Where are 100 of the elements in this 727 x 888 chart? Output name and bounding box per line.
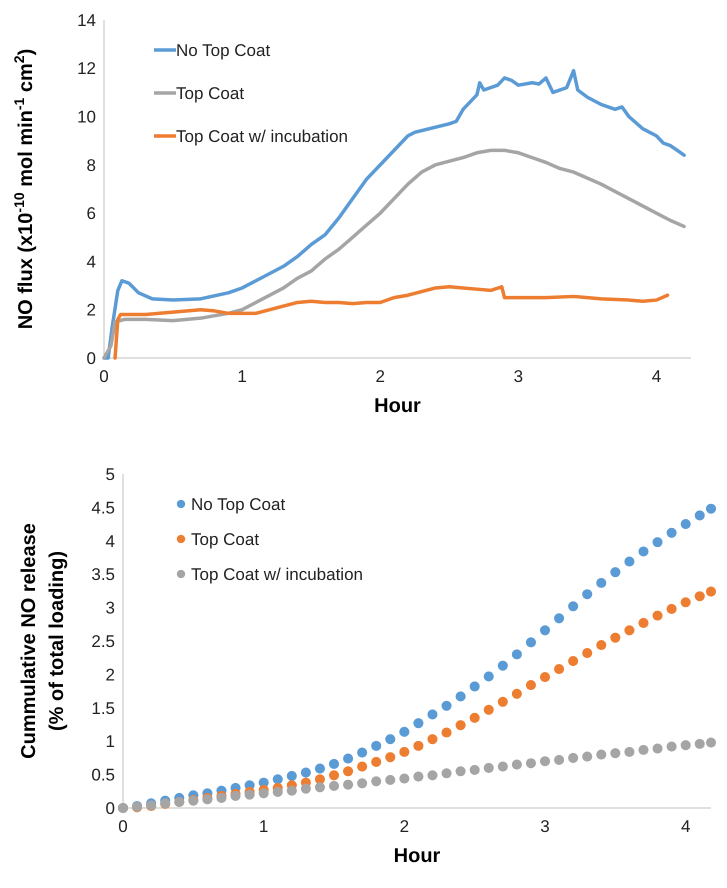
- point: [371, 756, 382, 767]
- point: [498, 696, 508, 707]
- point: [385, 774, 396, 785]
- point: [343, 780, 354, 790]
- x-tick-label: 2: [376, 367, 385, 386]
- point: [484, 762, 494, 773]
- y-axis-title: Cummulative NO release (% of total loading): [18, 523, 68, 759]
- x-axis-title: Hour: [374, 395, 422, 417]
- point: [610, 748, 620, 758]
- point: [343, 766, 354, 776]
- point: [456, 766, 466, 776]
- y-tick-label: 2: [86, 300, 96, 320]
- point: [680, 740, 691, 750]
- point: [441, 768, 452, 778]
- point: [385, 734, 396, 744]
- point: [286, 786, 297, 796]
- point: [652, 744, 663, 754]
- point: [272, 786, 283, 798]
- point: [540, 756, 550, 766]
- point: [357, 762, 368, 772]
- point: [328, 780, 340, 791]
- point: [385, 752, 396, 762]
- point: [666, 528, 677, 538]
- point: [441, 727, 452, 738]
- point: [258, 788, 269, 798]
- legend-label: Top Coat w/ incubation: [191, 564, 363, 584]
- point: [371, 740, 382, 751]
- point: [470, 712, 480, 723]
- point: [526, 758, 536, 768]
- point: [694, 738, 705, 749]
- point: [441, 700, 452, 711]
- point: [680, 519, 691, 530]
- x-tick-label: 2: [400, 817, 410, 836]
- x-tick-label: 3: [540, 817, 550, 836]
- point: [399, 726, 410, 737]
- legend-label: No Top Coat: [191, 494, 286, 514]
- point: [314, 764, 325, 774]
- point: [568, 601, 578, 612]
- point: [427, 770, 438, 780]
- point: [554, 613, 564, 624]
- point: [568, 656, 578, 666]
- point: [470, 681, 480, 692]
- point: [526, 637, 536, 648]
- y-tick-label: 4: [106, 532, 115, 551]
- y-tick-label: 1: [106, 732, 115, 752]
- x-tick-label: 4: [652, 367, 662, 386]
- point: [624, 556, 634, 567]
- line-series: [113, 285, 670, 360]
- point: [694, 591, 705, 602]
- point: [427, 734, 438, 744]
- point: [244, 790, 255, 800]
- x-tick-label: 1: [258, 817, 268, 836]
- point: [399, 774, 410, 784]
- point: [357, 748, 368, 758]
- y-tick-label: 0: [86, 348, 96, 368]
- y-tick-label: 12: [77, 59, 96, 78]
- y-tick-label: 3.5: [91, 565, 115, 584]
- point: [652, 537, 663, 548]
- point: [596, 750, 606, 760]
- x-axis-title: Hour: [394, 845, 441, 867]
- point: [554, 754, 564, 765]
- point: [512, 649, 522, 660]
- point: [680, 597, 691, 608]
- point: [300, 768, 311, 778]
- point: [582, 589, 592, 600]
- point: [638, 546, 649, 557]
- point: [624, 625, 634, 636]
- point: [314, 782, 325, 792]
- legend-label: Top Coat: [176, 84, 244, 103]
- y-tick-label: 0.5: [91, 766, 115, 785]
- point: [694, 510, 705, 520]
- point: [540, 625, 550, 636]
- point: [343, 754, 354, 764]
- point: [371, 776, 382, 786]
- point: [456, 720, 466, 730]
- point: [512, 760, 522, 770]
- y-tick-label: 1.5: [91, 698, 115, 718]
- y-tick-label: 4.5: [91, 498, 115, 518]
- legend-label: Top Coat: [191, 530, 260, 549]
- y-tick-label: 6: [86, 204, 96, 224]
- point: [484, 704, 494, 715]
- point: [413, 718, 424, 728]
- point: [399, 746, 410, 757]
- point: [706, 586, 716, 597]
- point: [652, 610, 663, 621]
- point: [413, 772, 424, 782]
- point: [470, 764, 480, 775]
- point: [706, 738, 716, 748]
- point: [498, 660, 508, 671]
- point: [540, 672, 550, 682]
- point: [610, 567, 620, 578]
- point: [512, 688, 522, 699]
- y-tick-label: 2.5: [91, 632, 115, 651]
- y-tick-label: 8: [86, 156, 96, 175]
- point: [357, 778, 368, 788]
- point: [666, 742, 677, 752]
- y-tick-label: 10: [77, 108, 96, 127]
- y-tick-label: 5: [106, 464, 115, 484]
- legend-label: Top Coat w/ incubation: [176, 126, 348, 146]
- point: [596, 640, 606, 650]
